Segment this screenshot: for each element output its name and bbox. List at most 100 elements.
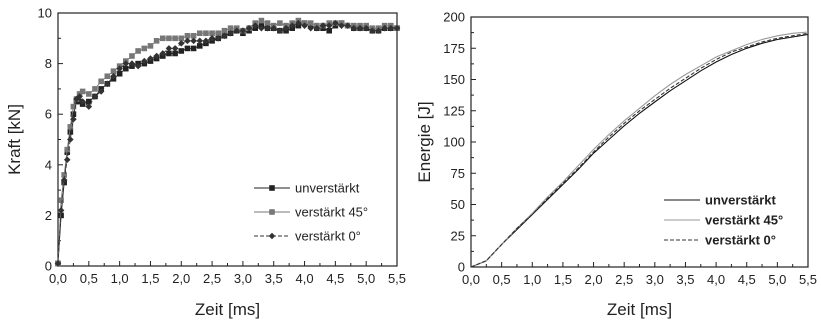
data-point [54, 260, 62, 267]
data-point [369, 27, 376, 35]
data-point [147, 55, 154, 62]
data-point [276, 27, 284, 35]
data-point [313, 24, 321, 32]
legend-label: verstärkt 0° [705, 233, 776, 248]
legend: unverstärkt verstärkt 45° verstärkt 0° [664, 193, 783, 248]
data-point [344, 22, 351, 29]
data-point [178, 35, 185, 42]
data-point [128, 60, 136, 67]
data-point [387, 24, 395, 32]
x-tick-label: 1,0 [523, 272, 541, 287]
y-tick-label: 6 [45, 107, 52, 122]
data-point [166, 35, 172, 42]
x-tick-label: 0,0 [49, 271, 67, 286]
data-point [307, 20, 314, 26]
data-point [85, 103, 93, 110]
data-point [92, 86, 98, 92]
data-point [196, 43, 203, 49]
data-point [58, 197, 64, 204]
data-point [116, 65, 123, 72]
x-tick-label: 2,0 [172, 271, 190, 286]
x-axis-title: Zeit [ms] [607, 300, 672, 319]
data-point [153, 52, 160, 60]
data-point [393, 24, 401, 32]
legend-label: unverstärkt [705, 193, 776, 208]
data-point [129, 53, 135, 59]
x-tick-label: 2,5 [615, 272, 633, 287]
x-tick-label: 3,5 [265, 271, 283, 286]
legend-label: verstärkt 45° [705, 213, 783, 228]
data-point [86, 98, 92, 105]
data-point [264, 24, 271, 32]
data-point [184, 45, 191, 52]
legend-marker [269, 209, 275, 215]
data-point [203, 30, 209, 37]
data-point [277, 20, 283, 26]
x-axis-title: Zeit [ms] [195, 300, 260, 319]
data-point [214, 35, 222, 42]
legend-label: verstärkt 0° [295, 229, 361, 244]
energy-chart: 0,0 0,5 1,0 1,5 2,0 2,5 3,0 3,5 4,0 4,5 5,0 5,5 0 25 5… [415, 10, 817, 320]
legend-marker [269, 185, 275, 191]
data-point [98, 78, 104, 85]
x-tick-label: 2,5 [203, 271, 221, 286]
x-tick-label: 4,0 [707, 272, 725, 287]
series-line [57, 22, 397, 264]
data-point [172, 35, 178, 42]
data-point [166, 50, 172, 57]
y-tick-label: 50 [451, 197, 465, 212]
x-tick-label: 1,0 [111, 271, 129, 286]
data-point [381, 24, 388, 32]
legend-marker [268, 232, 276, 240]
data-point [338, 22, 345, 29]
data-point [332, 19, 339, 27]
x-tick-label: 5,5 [388, 271, 406, 286]
data-point [221, 27, 228, 34]
data-point [295, 19, 302, 27]
data-point [116, 70, 123, 77]
data-point [122, 60, 130, 67]
data-point [165, 45, 173, 52]
data-point [76, 93, 83, 100]
data-point [63, 156, 71, 164]
data-point [227, 25, 234, 31]
x-tick-label: 3,5 [676, 272, 694, 287]
y-axis-title: Kraft [kN] [5, 104, 24, 175]
data-point [104, 73, 111, 80]
legend: unverstärkt verstärkt 45° verstärkt 0° [254, 181, 368, 244]
legend-label: unverstärkt [295, 181, 360, 196]
data-point [184, 37, 191, 45]
force-chart: 0,0 0,5 1,0 1,5 2,0 2,5 3,0 3,5 4,0 4,5 5,0 5,5 0 2 4 6… [5, 6, 406, 320]
data-point [326, 27, 332, 34]
y-tick-label: 100 [443, 135, 465, 150]
data-point [172, 50, 178, 57]
data-point [177, 40, 185, 47]
y-tick-label: 0 [458, 260, 465, 275]
series-line [57, 20, 398, 264]
data-point [67, 136, 74, 143]
y-tick-label: 75 [451, 166, 465, 181]
data-point [97, 88, 105, 95]
y-tick-label: 0 [45, 259, 52, 274]
data-point [319, 22, 327, 29]
data-point [288, 22, 296, 29]
x-tick-label: 3,0 [234, 271, 252, 286]
x-tick-label: 0,0 [462, 272, 480, 287]
data-point [215, 30, 222, 37]
series-2 [54, 19, 401, 267]
x-tick-label: 1,5 [554, 272, 572, 287]
data-point [79, 98, 86, 105]
y-tick-label: 150 [443, 72, 465, 87]
plot-frame [470, 16, 809, 268]
y-tick-label: 125 [443, 103, 465, 118]
data-point [270, 24, 278, 32]
y-tick-label: 200 [443, 10, 465, 25]
data-point [134, 62, 142, 70]
data-point [123, 65, 129, 72]
data-point [159, 50, 167, 57]
y-tick-label: 25 [451, 228, 465, 243]
data-point [202, 37, 210, 45]
data-point [140, 57, 148, 65]
y-tick-label: 8 [45, 56, 52, 71]
data-point [190, 32, 197, 39]
